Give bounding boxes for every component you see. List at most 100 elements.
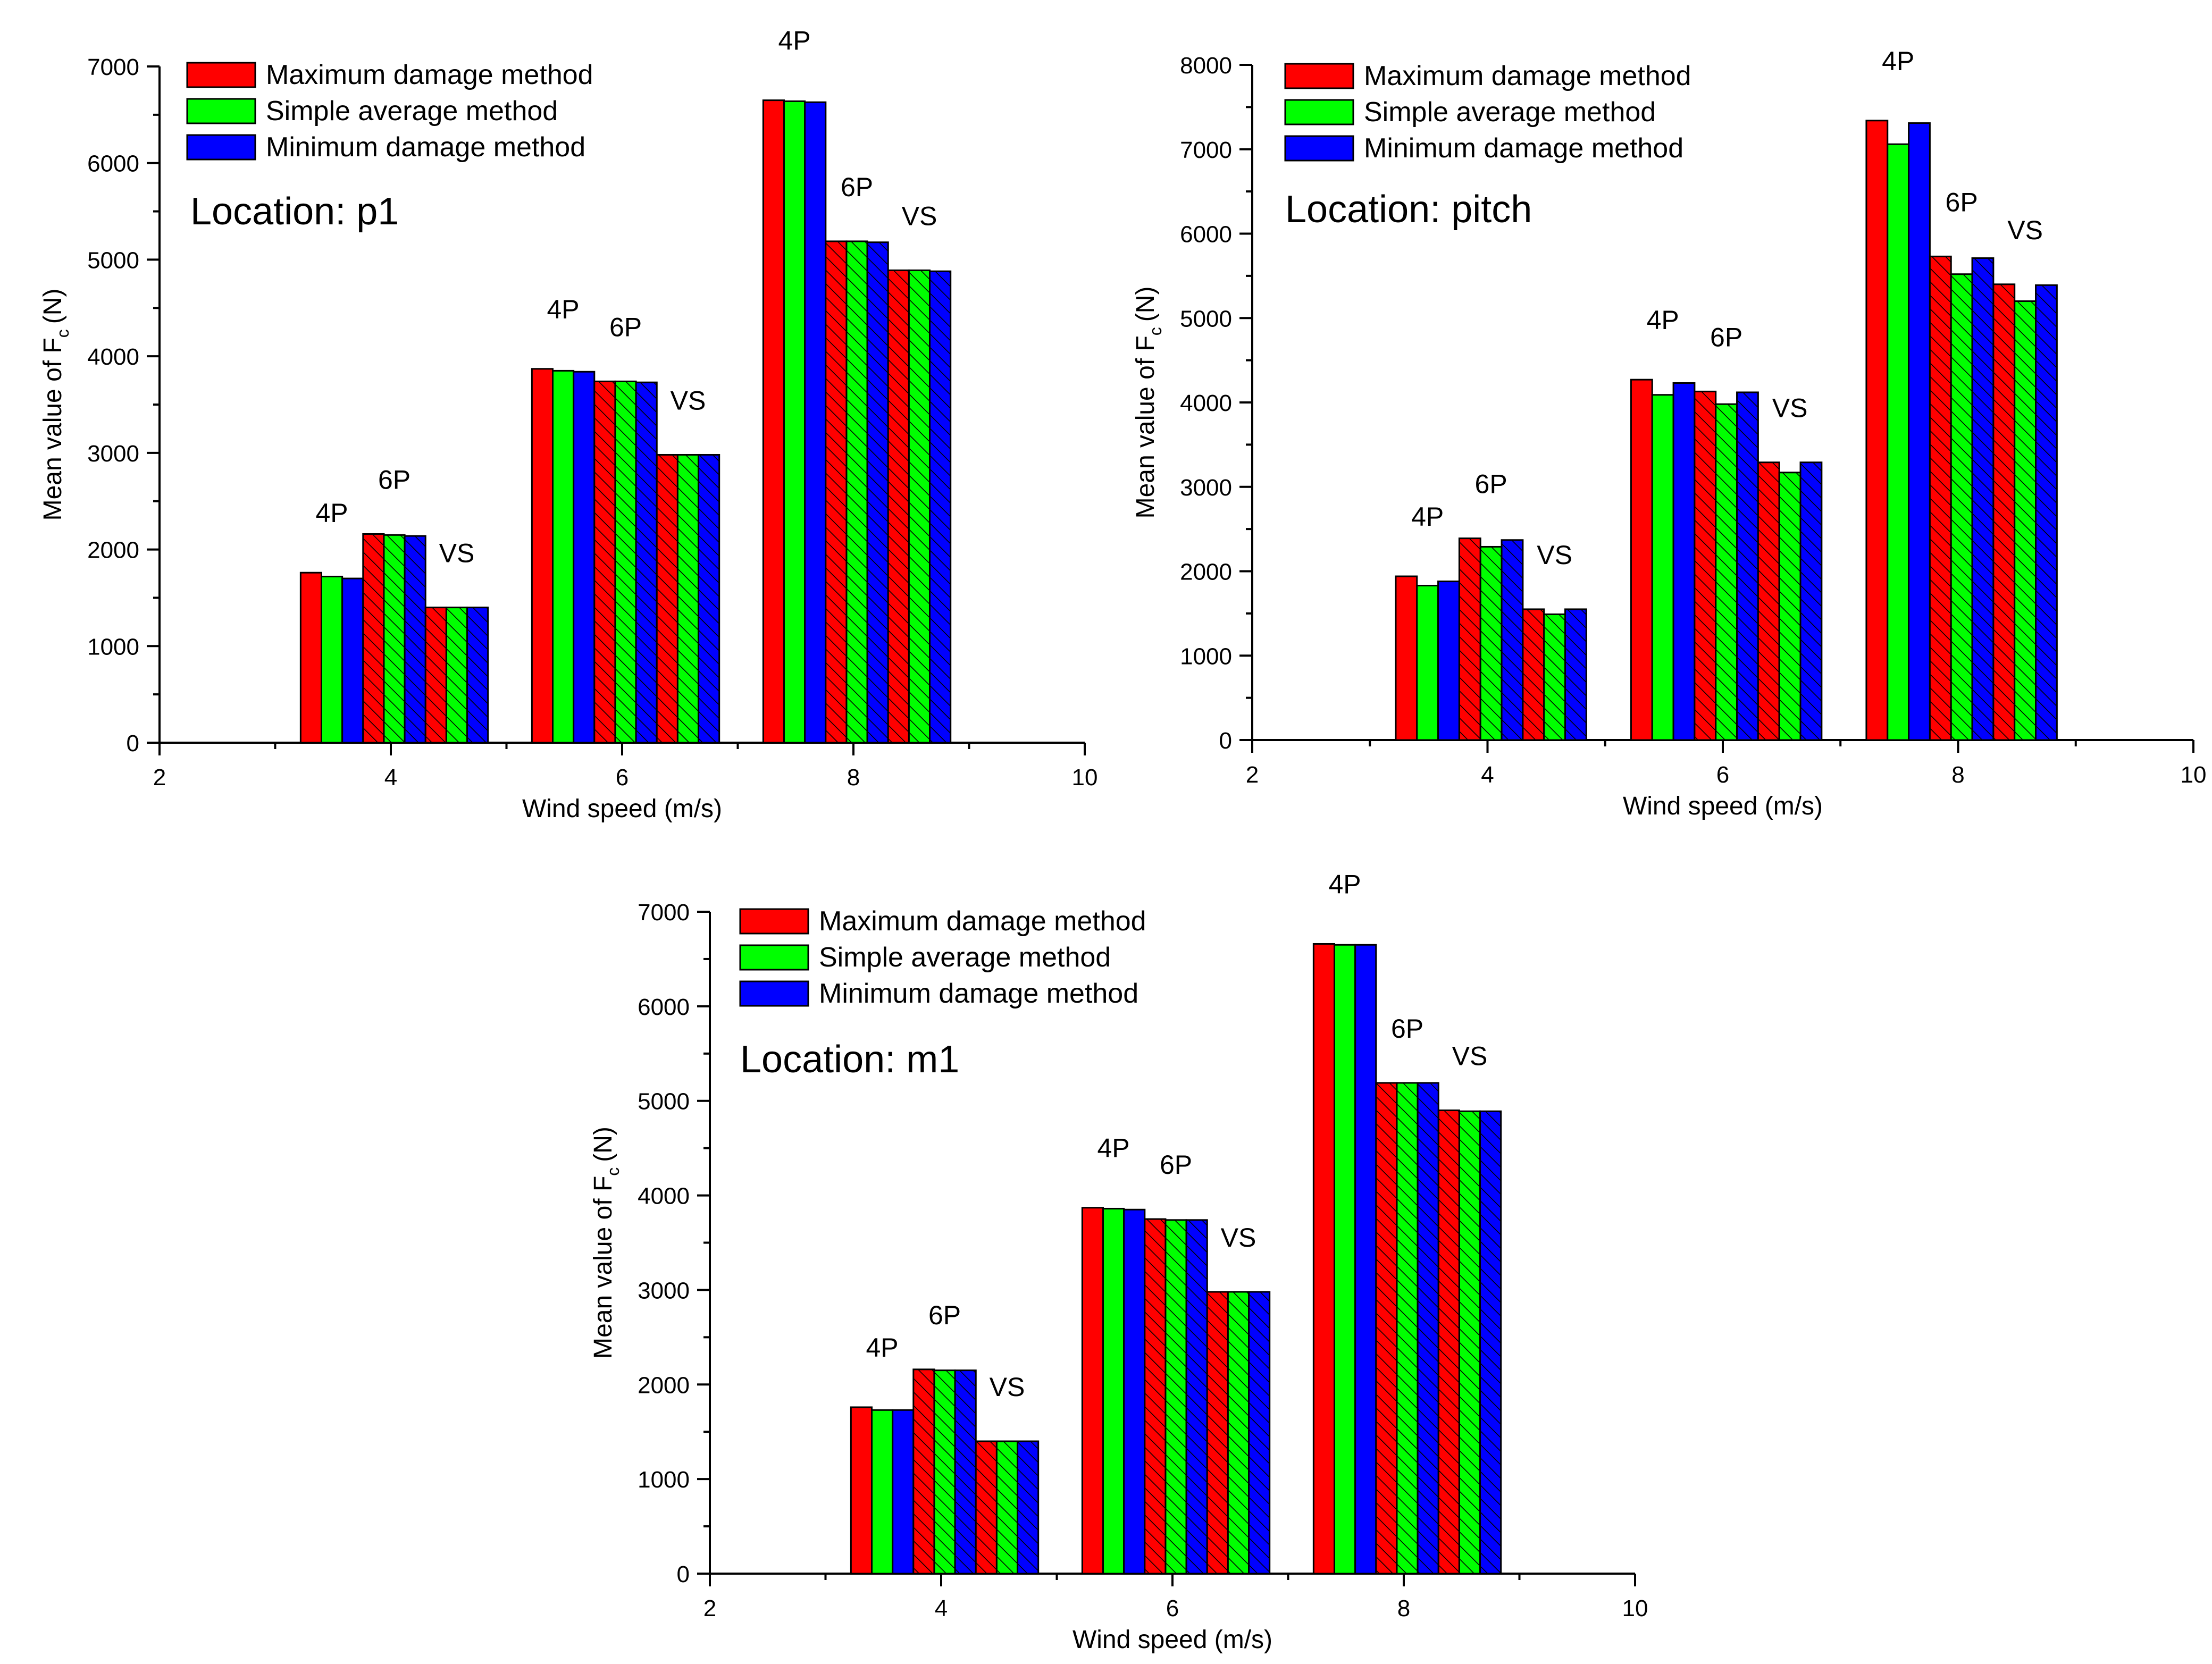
bar-m1-4-6P-1 [933,1369,956,1575]
location-label: Location: pitch [1285,188,1532,231]
y-tick-label: 2000 [1180,559,1232,585]
legend-label-1: Simple average method [1364,97,1656,128]
bar-p1-8-6P-0 [825,240,848,744]
case-label-4-6P: 6P [1475,469,1507,499]
x-tick-label: 6 [1166,1595,1179,1621]
x-tick-label: 6 [1716,762,1729,788]
case-label-6-VS: VS [1221,1223,1256,1253]
case-label-6-6P: 6P [1160,1150,1192,1180]
x-tick-label: 4 [935,1595,948,1621]
y-tick-label: 6000 [638,994,690,1020]
bar-p1-6-6P-1 [614,380,637,744]
case-label-4-VS: VS [990,1372,1025,1402]
y-axis-title: Mean value of Fc (N) [1132,287,1165,519]
bar-p1-4-4P-1 [321,575,343,744]
bar-p1-4-6P-0 [362,533,385,744]
location-label: Location: m1 [740,1038,959,1081]
bar-pitch-8-4P-0 [1865,120,1889,741]
y-tick-label: 1000 [638,1467,690,1493]
bar-p1-8-4P-2 [804,101,827,744]
bar-p1-8-VS-1 [908,269,931,744]
x-tick-label: 6 [616,764,629,791]
y-tick-label: 0 [1219,728,1232,754]
legend-swatch-2 [1284,135,1354,162]
bar-pitch-6-VS-0 [1757,461,1780,741]
bar-m1-8-VS-2 [1479,1110,1502,1575]
bar-pitch-4-4P-0 [1395,575,1418,741]
chart-pitch: 0 1000 2000 3000 4000 5000 6000 7000 8000 2 4 6 8 10 W… [1132,46,2206,820]
legend-swatch-1 [739,944,809,971]
bar-pitch-4-VS-1 [1543,613,1566,741]
x-axis-title: Wind speed (m/s) [1073,1626,1272,1654]
bar-p1-8-4P-1 [783,100,806,744]
bar-m1-6-VS-0 [1206,1291,1229,1575]
bar-pitch-8-6P-0 [1929,255,1952,741]
bar-p1-6-6P-2 [635,381,658,744]
case-label-4-6P: 6P [928,1300,961,1330]
y-axis-title-main: Mean value of F [1132,335,1160,518]
x-axis-title: Wind speed (m/s) [522,795,722,823]
x-tick-label: 10 [1072,764,1098,791]
bar-m1-6-4P-0 [1081,1207,1104,1575]
legend-label-2: Minimum damage method [819,978,1138,1009]
case-label-4-4P: 4P [315,498,348,528]
bar-m1-8-VS-1 [1458,1110,1481,1575]
case-label-4-VS: VS [439,539,475,568]
y-axis-title-unit: (N) [1132,287,1160,322]
x-tick-label: 4 [384,764,397,791]
bar-m1-8-4P-0 [1312,943,1335,1575]
bar-pitch-4-6P-2 [1501,539,1524,741]
bar-p1-4-VS-2 [466,607,489,744]
x-tick-label: 2 [703,1595,716,1621]
bar-p1-6-4P-0 [531,368,554,744]
bar-pitch-6-6P-2 [1736,391,1759,741]
case-label-8-6P: 6P [1946,187,1978,217]
legend-swatch-0 [739,908,809,935]
bar-pitch-8-4P-2 [1908,122,1931,741]
chart-m1: 0 1000 2000 3000 4000 5000 6000 7000 2 4 6 8 10 Wind … [589,869,1648,1654]
y-axis-title-subscript: c [1146,327,1165,335]
y-tick-label: 2000 [638,1372,690,1398]
y-tick-label: 6000 [1180,222,1232,248]
y-tick-label: 2000 [87,537,139,564]
bar-pitch-4-4P-2 [1437,581,1460,741]
y-tick-label: 4000 [638,1183,690,1209]
case-label-6-VS: VS [1772,393,1808,423]
case-label-4-6P: 6P [378,465,410,494]
bar-p1-6-4P-1 [552,369,575,744]
bar-pitch-8-VS-2 [2035,284,2058,741]
bar-m1-8-6P-0 [1375,1082,1398,1575]
bar-pitch-8-6P-1 [1950,273,1973,741]
case-label-8-4P: 4P [778,26,810,56]
y-tick-label: 4000 [87,344,139,370]
bar-pitch-4-6P-0 [1458,537,1481,741]
y-tick-label: 1000 [87,634,139,660]
legend-swatch-0 [186,62,256,88]
x-tick-label: 4 [1481,762,1494,788]
bar-pitch-4-6P-1 [1479,545,1503,741]
legend-swatch-2 [186,134,256,161]
y-tick-label: 5000 [1180,306,1232,332]
bar-p1-4-VS-0 [424,607,447,744]
bar-m1-4-6P-0 [912,1368,935,1575]
case-label-6-4P: 4P [1647,305,1679,335]
bar-m1-8-4P-1 [1334,944,1356,1575]
bar-p1-8-4P-0 [762,99,785,744]
bar-m1-6-VS-2 [1248,1291,1271,1575]
bar-pitch-8-VS-0 [1992,283,2016,741]
bar-m1-4-VS-1 [995,1440,1019,1575]
y-axis-title-main: Mean value of F [589,1176,617,1359]
x-tick-label: 2 [1246,762,1259,788]
x-tick-label: 10 [1622,1595,1648,1621]
bar-pitch-6-VS-2 [1799,461,1823,741]
case-label-8-VS: VS [1452,1041,1488,1071]
bar-p1-6-VS-2 [698,453,720,744]
bar-p1-4-4P-0 [299,572,322,744]
case-label-8-6P: 6P [1391,1014,1423,1044]
y-tick-label: 0 [127,730,139,757]
bar-m1-4-4P-0 [850,1406,873,1575]
y-tick-label: 0 [677,1561,690,1587]
bar-m1-6-4P-1 [1102,1207,1125,1575]
x-tick-label: 2 [153,764,166,791]
bar-p1-6-VS-1 [676,453,700,744]
